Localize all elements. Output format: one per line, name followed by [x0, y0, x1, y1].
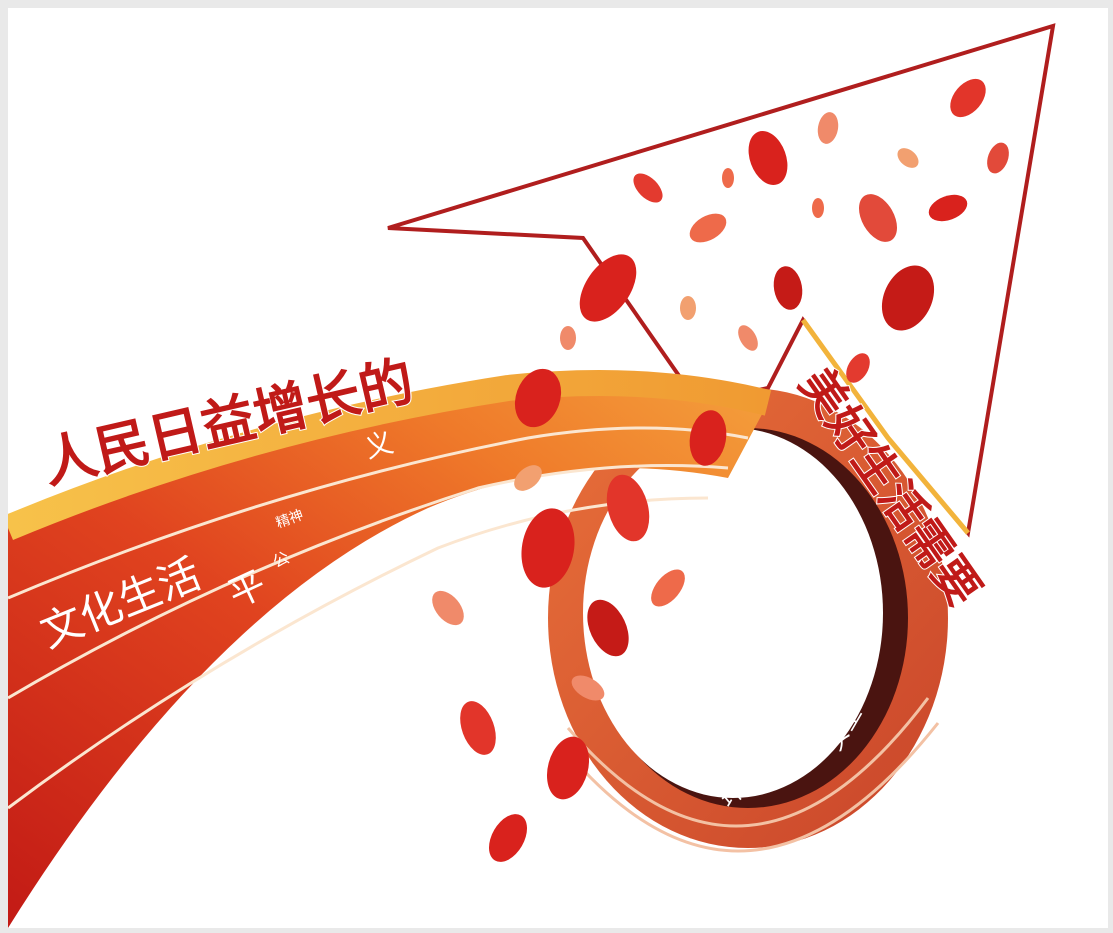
ribbon-label-democracy-prefix: 民: [226, 697, 249, 721]
ribbon-label-fairness-prefix: 公: [270, 548, 293, 572]
poster-artwork: 人民日益增长的 美好生活需要 义 精神 文化生活 公 平 法 治 民 主 安全 …: [8, 23, 1056, 928]
ribbon-label-law-prefix: 法: [336, 637, 359, 661]
poster-frame: 人民日益增长的 美好生活需要 义 精神 文化生活 公 平 法 治 民 主 安全 …: [8, 8, 1108, 928]
petal-cluster: [432, 78, 1009, 862]
ring-loop: [548, 388, 948, 853]
ribbon-label-law: 治: [263, 643, 314, 696]
main-ribbon: [8, 370, 772, 928]
arrow-inner-gold: [800, 318, 970, 535]
